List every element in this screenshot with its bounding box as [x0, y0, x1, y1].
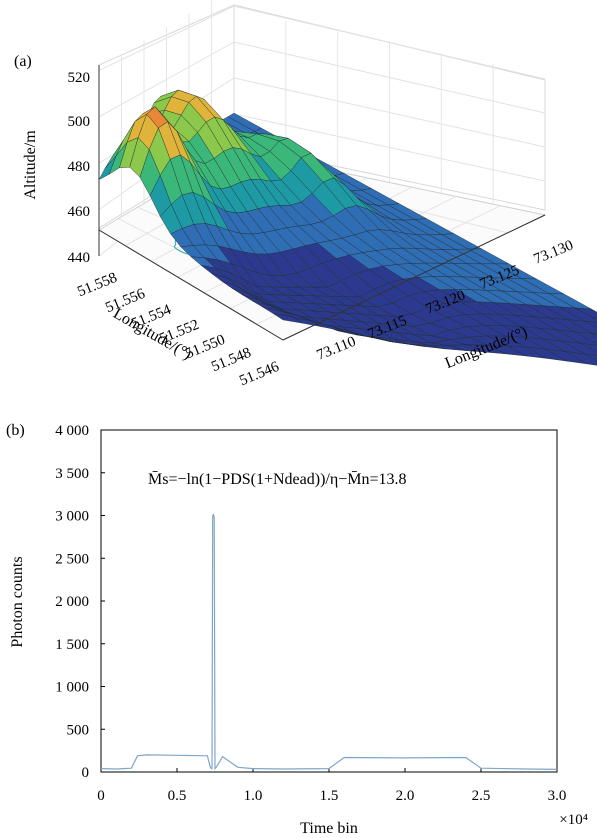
x-tick-label: 0	[97, 788, 105, 804]
surface-face	[272, 313, 304, 324]
altitude-ticks: 520 500 480 460 440	[68, 70, 91, 266]
x-tick-label: 1.0	[244, 788, 263, 804]
x-tick-label: 2.0	[396, 788, 415, 804]
x-tick-labels: 0 0.5 1.0 1.5 2.0 2.5 3.0	[97, 768, 566, 804]
y-tick-label: 2 000	[55, 594, 89, 610]
photon-count-series	[100, 513, 558, 771]
x-tick-label: 1.5	[320, 788, 339, 804]
y-tick-label: 500	[67, 722, 90, 738]
y-tick-label: 0	[82, 765, 90, 781]
y-tick-label: 4 000	[55, 423, 89, 439]
x-tick-label: 2.5	[472, 788, 491, 804]
y-tick-label: 3 000	[55, 509, 89, 525]
right-tick-73.130: 73.130	[532, 237, 576, 267]
left-tick-51.558: 51.558	[75, 270, 119, 300]
formula-annotation: M̄s=−ln(1−PDS(1+Ndead))/η−M̄n=13.8	[148, 471, 407, 488]
z-tick-440: 440	[68, 250, 91, 266]
y-axis-label: Photon counts	[9, 556, 26, 647]
y-tick-label: 3 500	[55, 466, 89, 482]
panel-b-label: (b)	[6, 422, 25, 439]
z-tick-480: 480	[68, 159, 91, 175]
y-tick-label: 1 500	[55, 637, 89, 653]
right-base-axis	[282, 214, 546, 341]
photon-count-line	[100, 513, 558, 771]
z-tick-460: 460	[68, 204, 91, 220]
plot-frame	[100, 429, 558, 773]
x-axis-label: Time bin	[300, 820, 358, 837]
surface-mesh	[98, 89, 597, 366]
x-tick-label: 0.5	[168, 788, 187, 804]
x-tick-label: 3.0	[548, 788, 567, 804]
x-multiplier: ×10⁴	[559, 812, 588, 828]
y-tick-labels: 0 500 1 000 1 500 2 000 2 500 3 000 3 500 4 000	[55, 423, 105, 781]
y-tick-label: 1 000	[55, 680, 89, 696]
z-tick-500: 500	[68, 114, 91, 130]
y-tick-label: 2 500	[55, 551, 89, 567]
panel-a-3d-surface	[98, 0, 597, 366]
left-base-axis	[98, 229, 284, 341]
z-tick-520: 520	[68, 70, 91, 86]
panel-a-label: (a)	[14, 53, 32, 70]
right-tick-73.110: 73.110	[315, 334, 359, 364]
z-axis-label: Altitude/m	[22, 130, 39, 200]
